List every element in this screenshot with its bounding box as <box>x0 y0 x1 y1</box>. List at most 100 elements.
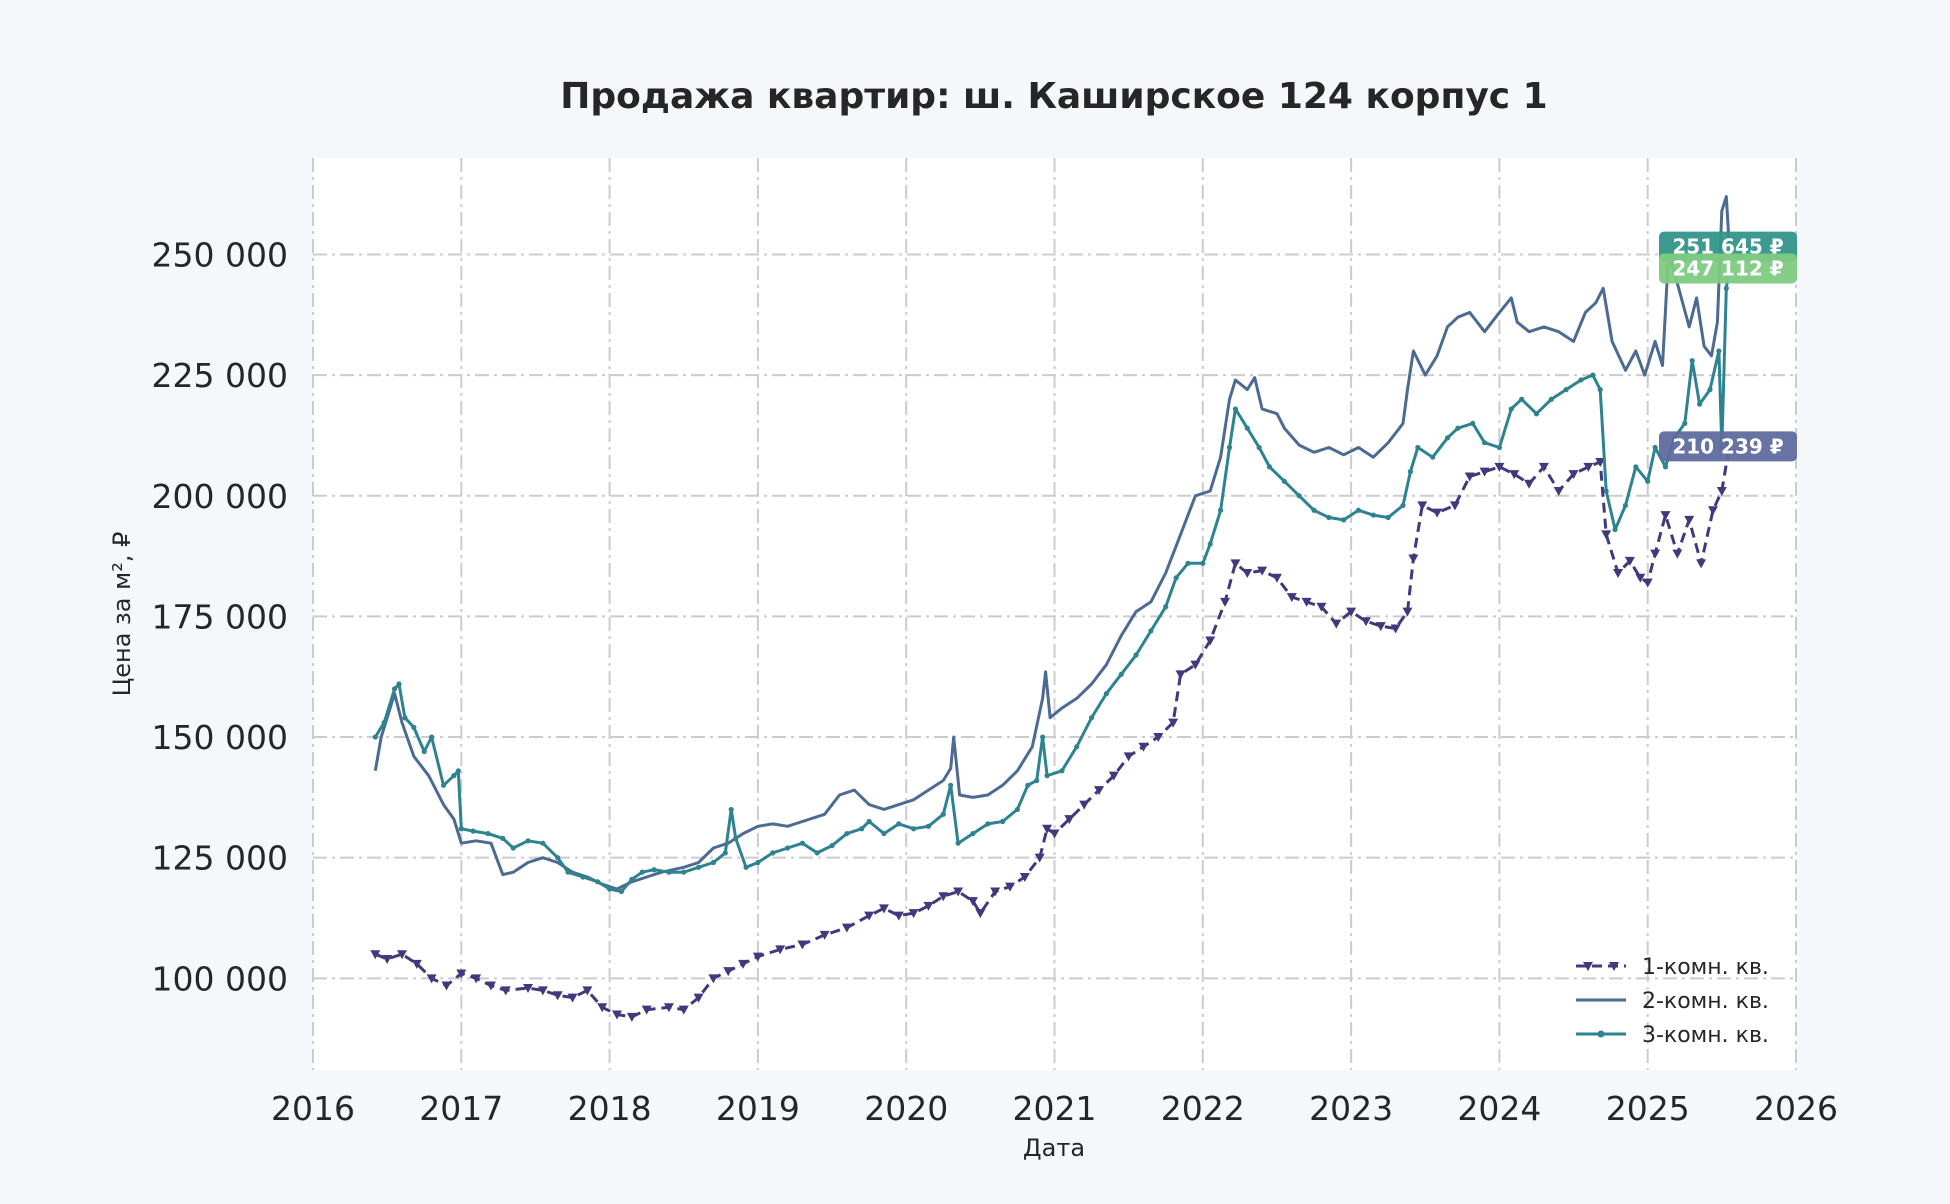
data-point <box>1519 396 1525 402</box>
data-point <box>639 869 645 875</box>
data-point <box>1173 575 1179 581</box>
data-point <box>1375 622 1386 632</box>
data-point <box>372 734 378 740</box>
data-point <box>1123 752 1134 762</box>
data-point <box>370 950 381 960</box>
data-point <box>1370 512 1376 518</box>
data-point <box>1430 454 1436 460</box>
data-point <box>1509 470 1520 480</box>
data-point <box>990 887 1001 897</box>
data-point <box>1118 671 1124 677</box>
data-point <box>1025 782 1031 788</box>
legend-marker <box>1609 962 1619 971</box>
y-tick-label: 225 000 <box>152 356 288 395</box>
data-point <box>1034 777 1040 784</box>
data-point <box>1578 377 1584 383</box>
y-tick-label: 200 000 <box>152 477 288 516</box>
y-tick-label: 175 000 <box>152 597 288 636</box>
data-point <box>612 1010 623 1020</box>
x-tick-label: 2018 <box>568 1089 652 1128</box>
data-point <box>1642 578 1653 588</box>
x-tick-label: 2023 <box>1309 1089 1393 1128</box>
data-point <box>1019 872 1030 882</box>
data-point <box>500 835 506 841</box>
series-1 <box>370 442 1735 1022</box>
data-point <box>844 830 850 837</box>
data-point <box>470 828 476 834</box>
data-point <box>1148 628 1154 634</box>
data-point <box>923 901 934 911</box>
data-point <box>540 840 546 846</box>
data-point <box>1595 458 1606 467</box>
data-point <box>1417 501 1428 511</box>
data-point <box>1635 573 1646 583</box>
data-point <box>1407 469 1414 475</box>
data-point <box>552 991 563 1001</box>
data-point <box>381 719 387 726</box>
data-point <box>458 826 464 832</box>
data-point <box>1449 501 1460 511</box>
last-value-label: 247 112 ₽ <box>1672 256 1783 280</box>
data-point <box>595 879 601 885</box>
data-point <box>1230 559 1241 569</box>
data-point <box>1200 560 1206 566</box>
data-point <box>429 734 435 740</box>
data-point <box>819 930 830 940</box>
data-point <box>841 923 852 933</box>
data-point <box>1672 549 1683 559</box>
series-line <box>374 268 1731 893</box>
legend: 1-комн. кв. 2-комн. кв. 3-комн. кв. <box>1576 955 1769 1048</box>
x-tick-label: 2022 <box>1161 1089 1245 1128</box>
data-point <box>743 864 749 870</box>
data-point <box>1185 560 1191 566</box>
data-point <box>1232 406 1239 412</box>
data-point <box>1163 604 1169 610</box>
data-point <box>1553 486 1564 496</box>
data-point <box>555 855 561 861</box>
data-point <box>1138 742 1149 752</box>
y-axis-label: Цена за м², ₽ <box>108 532 136 697</box>
legend-marker <box>1597 1030 1605 1038</box>
series-layer <box>370 195 1735 1022</box>
data-point <box>1716 348 1722 354</box>
data-point <box>723 967 734 977</box>
data-point <box>1494 462 1505 472</box>
legend-label: 3-комн. кв. <box>1642 1023 1769 1048</box>
data-point <box>1064 815 1075 825</box>
x-axis-label: Дата <box>1023 1134 1085 1162</box>
data-point <box>1286 593 1297 603</box>
data-point <box>1583 462 1594 472</box>
data-point <box>441 981 452 991</box>
legend-label: 1-комн. кв. <box>1642 955 1769 980</box>
data-point <box>1716 486 1727 496</box>
data-point <box>1005 882 1016 892</box>
data-point <box>1538 462 1549 472</box>
data-point <box>1133 652 1139 658</box>
data-point <box>641 1005 652 1015</box>
data-point <box>485 981 496 991</box>
x-tick-label: 2019 <box>716 1089 800 1128</box>
data-point <box>1479 467 1490 477</box>
data-point <box>1408 554 1419 564</box>
data-point <box>1088 715 1095 721</box>
data-point <box>1682 420 1688 426</box>
data-point <box>940 811 946 817</box>
data-point <box>510 845 516 851</box>
data-point <box>1707 387 1713 393</box>
data-point <box>396 681 402 687</box>
data-point <box>999 818 1006 825</box>
data-point <box>525 838 531 844</box>
data-point <box>1696 559 1707 569</box>
data-point <box>1316 602 1327 612</box>
data-point <box>955 840 961 846</box>
data-point <box>1108 771 1119 781</box>
grid <box>312 158 1797 1070</box>
data-point <box>797 940 808 950</box>
data-point <box>607 886 613 892</box>
data-point <box>893 911 904 921</box>
data-point <box>1390 624 1401 634</box>
data-point <box>1296 493 1302 499</box>
series-line <box>373 195 1731 891</box>
data-point <box>829 843 835 849</box>
